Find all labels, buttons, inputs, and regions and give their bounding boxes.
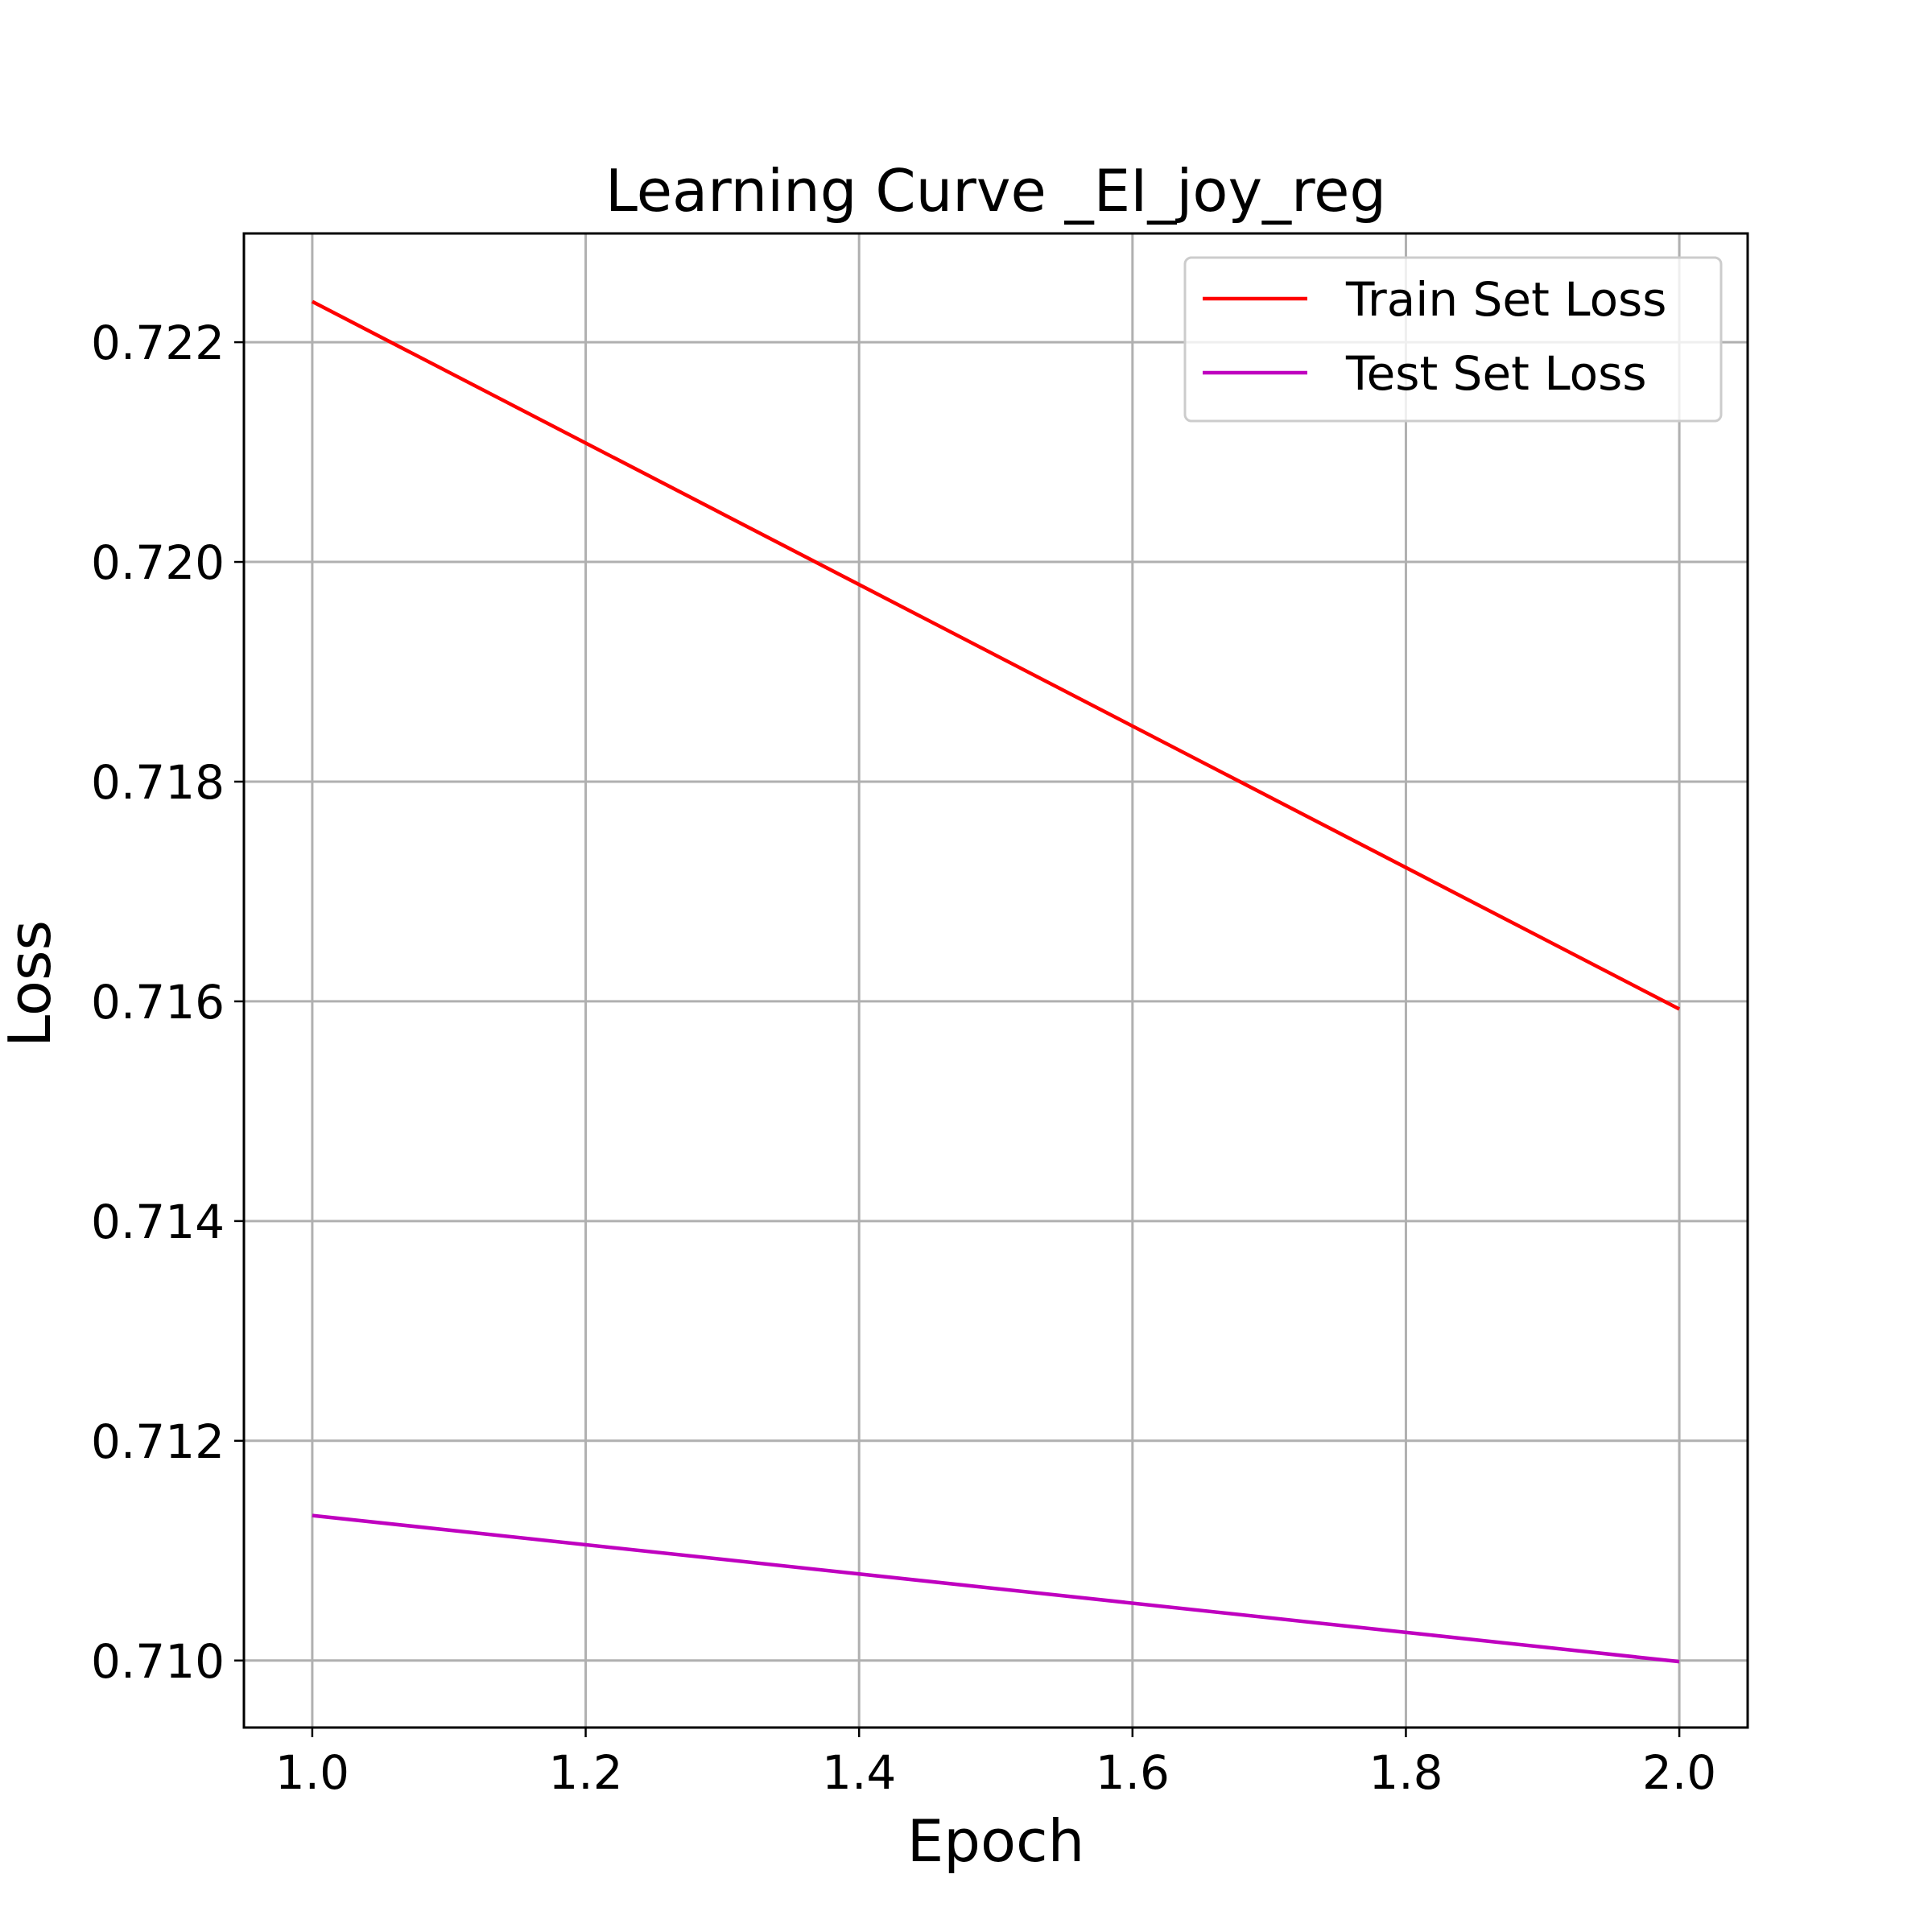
y-tick-label: 0.720 [91,535,225,590]
legend: Train Set Loss Test Set Loss [1183,256,1723,423]
grid [244,233,1748,1728]
legend-label-test: Test Set Loss [1345,346,1647,401]
plot-area-frame [242,232,1749,1729]
series-layer [311,299,1681,1664]
chart-title: Learning Curve _EI_joy_reg [605,157,1386,225]
x-axis-ticks: 1.0 1.2 1.4 1.6 1.8 2.0 [275,1728,1716,1800]
x-tick-label: 1.2 [548,1745,622,1800]
x-tick-label: 1.8 [1368,1745,1443,1800]
y-tick-label: 0.718 [91,755,225,810]
series-line-train-loss [311,299,1681,1011]
y-tick-label: 0.710 [91,1634,225,1689]
x-tick-label: 1.6 [1096,1745,1170,1800]
y-tick-label: 0.716 [91,975,225,1030]
x-axis-label: Epoch [907,1807,1084,1875]
y-tick-label: 0.714 [91,1195,225,1249]
x-tick-label: 2.0 [1642,1745,1716,1800]
x-tick-label: 1.0 [275,1745,349,1800]
y-tick-label: 0.722 [91,316,225,370]
y-axis-ticks: 0.710 0.712 0.714 0.716 0.718 0.720 0.722 [91,316,244,1689]
y-axis-label: Loss [0,920,64,1047]
y-tick-label: 0.712 [91,1414,225,1469]
legend-box [1183,256,1723,423]
series-line-test-loss [312,1513,1680,1664]
legend-label-train: Train Set Loss [1345,272,1667,327]
x-tick-label: 1.4 [822,1745,896,1800]
